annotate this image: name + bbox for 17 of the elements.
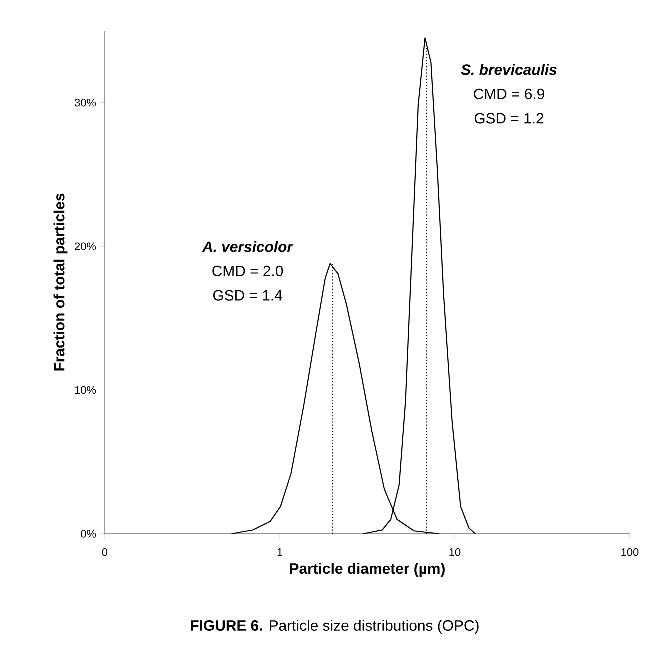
annotation: CMD = 2.0: [212, 266, 284, 276]
x-tick-label: 1: [278, 548, 283, 556]
y-tick-label: 10%: [75, 386, 96, 394]
annotation: GSD = 1.4: [213, 290, 282, 301]
annotation: CMD = 6.9: [474, 88, 544, 100]
x-tick-label: 100: [622, 548, 639, 556]
y-axis-title: Fraction of total particles: [54, 194, 68, 371]
annotation: S. brevicaulis: [461, 64, 557, 76]
y-tick-label: 0%: [81, 530, 96, 538]
annotation: A. versicolor: [202, 241, 294, 252]
text: FIGURE 6. Particle size distributions (OPC): [191, 620, 479, 634]
x-axis-title: Particle diameter (µm): [290, 563, 445, 578]
y-tick-label: 30%: [74, 98, 96, 107]
x-tick-label: 10: [450, 548, 461, 556]
y-tick-label: 20%: [75, 242, 96, 250]
annotation: GSD = 1.2: [474, 113, 544, 124]
x-tick-label: 0: [102, 548, 108, 556]
